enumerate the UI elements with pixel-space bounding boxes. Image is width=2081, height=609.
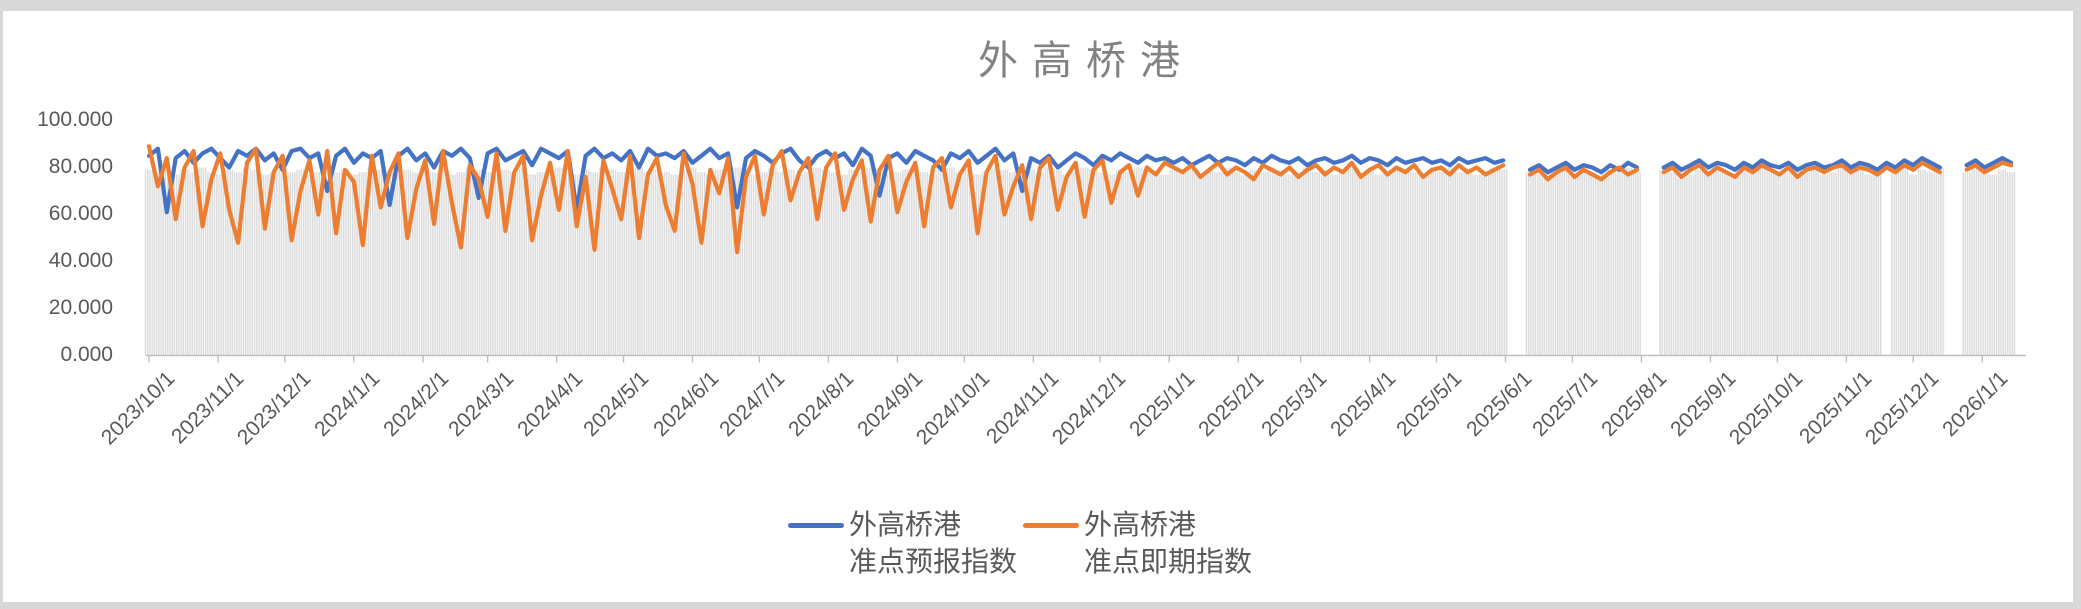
- bar-separators: [1890, 120, 1945, 356]
- forecast-index-line: [1661, 156, 1943, 172]
- y-tick-label: 60.000: [48, 202, 113, 225]
- forecast-index-line: [146, 146, 1506, 215]
- legend-label-forecast: 外高桥港 准点预报指数: [849, 509, 1018, 577]
- spot-index-line: [146, 144, 1506, 255]
- bar-separators: [1525, 120, 1642, 356]
- forecast-line-swatch: [788, 523, 844, 528]
- y-tick-label: 80.000: [48, 155, 113, 178]
- legend-item-forecast: 外高桥港 准点预报指数: [788, 506, 1017, 580]
- y-tick-label: 40.000: [48, 249, 113, 272]
- chart-title: 外高桥港: [978, 39, 1194, 83]
- legend-label-spot: 外高桥港 准点即期指数: [1084, 509, 1253, 577]
- spot-index-line: [1964, 160, 2014, 175]
- spot-index-line: [1527, 165, 1640, 182]
- legend-item-spot: 外高桥港 准点即期指数: [1023, 506, 1252, 580]
- y-tick-label: 0.000: [60, 343, 113, 366]
- bar-separators: [1962, 120, 2016, 356]
- bar-separators: [1659, 120, 1882, 356]
- y-tick-label: 100.000: [37, 108, 113, 131]
- forecast-index-line: [1964, 156, 2014, 170]
- spot-line-swatch: [1023, 523, 1079, 528]
- y-tick-label: 20.000: [48, 296, 113, 319]
- spot-index-line: [1661, 160, 1943, 179]
